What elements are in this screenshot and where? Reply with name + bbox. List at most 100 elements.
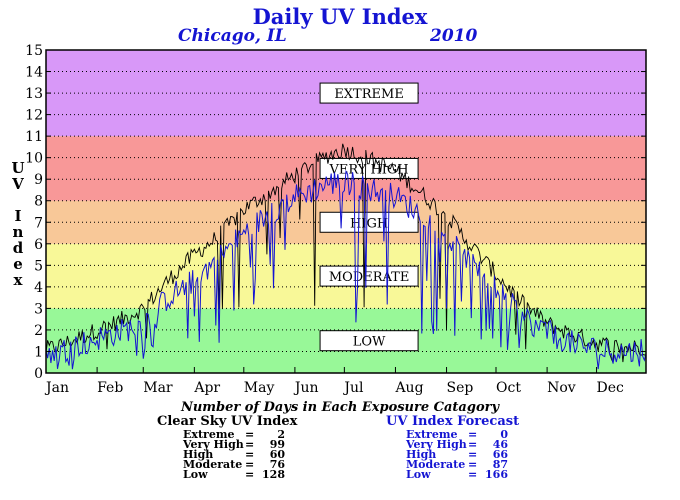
count-row: Low = 166 [406,468,508,481]
clear-sky-table: Extreme = 2 Very High = 99 High = 60 Moderate = 76 L… [183,428,285,481]
count-label: High [406,448,437,461]
location-subtitle: Chicago, IL [178,26,287,46]
y-tick-label: 9 [34,172,43,188]
y-axis-label-letter: I [14,207,22,225]
count-value: 0 [500,428,508,441]
x-tick-label: Oct [496,380,521,396]
clear-sky-counts: Clear Sky UV Index Extreme = 2 Very High = 99… [157,414,297,480]
year-subtitle: 2010 [430,26,478,46]
count-value: 87 [492,458,508,471]
band-label-box [319,211,419,233]
count-value: 60 [269,448,285,461]
y-tick-label: 14 [25,65,43,81]
count-label: Low [183,468,208,481]
clear-sky-heading: Clear Sky UV Index [157,414,298,429]
y-axis-label-letter: n [12,223,24,241]
y-axis-label-letter: V [12,175,24,193]
count-row: Extreme = 0 [406,428,508,441]
count-equals: = [245,458,255,471]
count-row: High = 66 [406,448,508,461]
count-row: Very High = 99 [183,438,285,451]
count-equals: = [245,438,255,451]
count-equals: = [468,428,478,441]
x-tick-label: Sep [447,380,474,396]
count-value: 99 [269,438,285,451]
count-row: High = 60 [183,448,285,461]
y-tick-label: 3 [34,301,43,317]
band-label: MODERATE [329,270,410,285]
y-axis-label-letter: x [13,271,23,289]
count-label: Moderate [406,458,466,471]
y-axis-label-letter: d [12,239,24,257]
count-label: Very High [183,438,244,451]
count-equals: = [468,468,478,481]
count-value: 128 [262,468,285,481]
count-row: Extreme = 2 [183,428,285,441]
y-tick-label: 5 [34,258,43,274]
y-tick-label: 13 [25,86,43,102]
count-label: Very High [406,438,467,451]
x-tick-label: Nov [547,380,576,396]
band-label-box [319,330,419,352]
band-label-box [319,82,419,104]
count-value: 166 [485,468,508,481]
x-tick-label: Apr [193,380,220,396]
count-row: Low = 128 [183,468,285,481]
chart-title: Daily UV Index [252,4,428,29]
count-equals: = [468,438,478,451]
count-label: Extreme [406,428,458,441]
y-tick-label: 15 [25,43,43,59]
band-label: LOW [353,335,386,350]
band-label-box [319,265,419,287]
y-axis-label-letter: U [11,159,25,177]
count-row: Very High = 46 [406,438,508,451]
count-equals: = [245,448,255,461]
series-line-1 [45,169,647,370]
count-equals: = [468,458,478,471]
count-value: 76 [269,458,285,471]
band-label: EXTREME [334,87,404,102]
band-labels: LOW MODERATE HIGH VERY HIGH EXTREME [319,82,419,352]
count-equals: = [245,468,255,481]
x-tick-label: Jun [293,380,319,396]
y-tick-label: 2 [34,323,43,339]
band-label-box [319,157,419,179]
count-equals: = [468,448,478,461]
count-row: Moderate = 87 [406,458,508,471]
y-tick-label: 0 [34,366,43,382]
forecast-counts: UV Index Forecast Extreme = 0 Very High = 46 H… [386,414,519,480]
count-value: 46 [492,438,508,451]
x-tick-label: Jan [44,380,69,396]
y-axis-label-letter: e [13,255,23,273]
y-tick-label: 11 [25,129,43,145]
y-tick-label: 7 [34,215,43,231]
count-label: High [183,448,214,461]
y-tick-label: 1 [34,344,43,360]
count-row: Moderate = 76 [183,458,285,471]
x-tick-label: May [244,380,275,396]
x-tick-label: Feb [97,380,123,396]
counts-caption: Number of Days in Each Exposure Catagory [180,400,500,415]
x-tick-label: Aug [394,380,423,396]
x-tick-label: Jul [342,380,364,396]
y-tick-label: 8 [34,194,43,210]
y-tick-label: 4 [34,280,43,296]
forecast-table: Extreme = 0 Very High = 46 High = 66 Moderate = 87 L… [406,428,508,481]
series-lines [45,143,647,370]
count-label: Extreme [183,428,235,441]
plot-frame [45,49,647,374]
count-label: Moderate [183,458,243,471]
count-value: 2 [277,428,285,441]
forecast-heading: UV Index Forecast [386,414,520,429]
x-tick-labels: Jan Feb Mar Apr May Jun Jul Aug Sep Oct Nov Dec [44,367,624,396]
x-tick-label: Mar [143,380,173,396]
band-label: VERY HIGH [328,162,408,177]
y-tick-label: 6 [34,237,43,253]
y-tick-label: 12 [25,108,43,124]
y-tick-label: 10 [25,151,43,167]
count-value: 66 [492,448,508,461]
band-label: HIGH [350,216,388,231]
